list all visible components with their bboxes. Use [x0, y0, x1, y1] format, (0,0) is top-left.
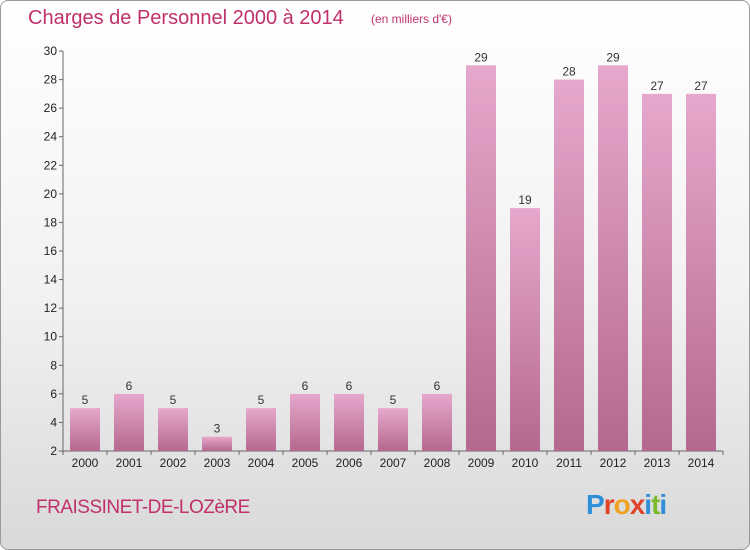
y-tick-label: 6: [50, 387, 57, 401]
x-tick-label: 2005: [292, 456, 319, 470]
bar: [554, 79, 584, 452]
bar: [290, 393, 320, 451]
data-label: 5: [82, 393, 89, 407]
chart-subtitle: (en milliers d'€): [371, 12, 452, 26]
y-tick-label: 20: [44, 187, 58, 201]
bar: [246, 408, 276, 451]
bar: [422, 393, 452, 451]
x-tick-label: 2001: [116, 456, 143, 470]
town-name: FRAISSINET-DE-LOZèRE: [36, 497, 250, 518]
data-label: 6: [126, 379, 133, 393]
data-label: 5: [258, 393, 265, 407]
y-tick-label: 8: [50, 358, 57, 372]
y-tick-label: 14: [44, 273, 58, 287]
y-tick-label: 12: [44, 301, 58, 315]
data-label: 5: [390, 393, 397, 407]
bar: [510, 208, 540, 451]
y-tick-label: 4: [50, 415, 57, 429]
y-tick-label: 26: [44, 101, 58, 115]
x-tick-label: 2009: [468, 456, 495, 470]
x-tick-label: 2007: [380, 456, 407, 470]
logo-letter: i: [644, 489, 652, 520]
logo-letter: i: [659, 489, 667, 520]
y-tick-label: 28: [44, 73, 58, 87]
data-label: 28: [562, 65, 576, 79]
y-tick-label: 2: [50, 444, 57, 458]
data-label: 6: [434, 379, 441, 393]
chart-title: Charges de Personnel 2000 à 2014: [28, 7, 344, 29]
logo-letter: r: [603, 489, 615, 520]
y-tick-label: 16: [44, 244, 58, 258]
x-tick-label: 2011: [556, 456, 582, 470]
bar: [202, 436, 232, 451]
x-tick-label: 2010: [512, 456, 539, 470]
x-tick-label: 2004: [248, 456, 275, 470]
chart-bars: [70, 65, 716, 452]
logo-letter: x: [629, 489, 646, 520]
data-label: 29: [606, 50, 620, 64]
y-tick-label: 22: [44, 158, 58, 172]
y-tick-label: 30: [44, 44, 58, 58]
data-label: 3: [214, 422, 221, 436]
bar: [70, 408, 100, 451]
data-label: 27: [694, 79, 708, 93]
x-tick-label: 2014: [688, 456, 715, 470]
bar: [158, 408, 188, 451]
y-tick-label: 10: [44, 330, 58, 344]
data-label: 6: [302, 379, 309, 393]
bar: [334, 393, 364, 451]
x-tick-label: 2012: [600, 456, 627, 470]
bar: [378, 408, 408, 451]
y-tick-label: 24: [44, 130, 58, 144]
data-label: 29: [474, 50, 488, 64]
x-tick-label: 2000: [72, 456, 99, 470]
x-tick-label: 2002: [160, 456, 187, 470]
bar: [642, 93, 672, 451]
x-tick-label: 2003: [204, 456, 231, 470]
bar: [466, 65, 496, 452]
data-label: 19: [518, 193, 532, 207]
logo-letter: P: [586, 489, 605, 520]
data-label: 6: [346, 379, 353, 393]
x-tick-label: 2006: [336, 456, 363, 470]
x-tick-label: 2013: [644, 456, 671, 470]
logo-letter: o: [613, 489, 631, 520]
proxiti-logo[interactable]: Proxiti: [586, 489, 667, 521]
x-tick-label: 2008: [424, 456, 451, 470]
data-label: 27: [650, 79, 664, 93]
data-label: 5: [170, 393, 177, 407]
bar: [598, 65, 628, 452]
bar: [686, 93, 716, 451]
y-tick-label: 18: [44, 215, 58, 229]
chart-labels: 2000 5 2001 6 2002 5 2003 3 2004 5 2005 6 2006 6 2007 5…: [72, 50, 715, 470]
bar: [114, 393, 144, 451]
logo-letter: t: [651, 489, 660, 520]
